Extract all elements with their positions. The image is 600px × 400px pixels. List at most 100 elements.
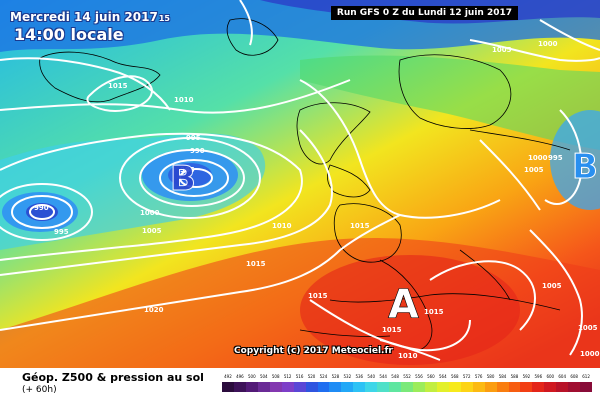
scale-tick-label: 560 [427, 374, 435, 379]
scale-color-swatch [233, 382, 246, 392]
isobar-label: 1015 [424, 308, 444, 316]
map-canvas: 1000 1005 1015 1010 995 990 985 990 995 … [0, 0, 600, 368]
isobar-label: 1010 [398, 352, 418, 360]
scale-color-swatch [472, 382, 485, 392]
scale-color-swatch [389, 382, 402, 392]
scale-color-swatch [580, 382, 593, 392]
isobar-label: 1005 [492, 46, 512, 54]
isobar-label: 1015 [350, 222, 370, 230]
isobar-label: 1015 [108, 82, 128, 90]
isobar-label: 985 [180, 166, 195, 174]
scale-tick-label: 576 [474, 374, 483, 379]
scale-tick-label: 564 [439, 374, 447, 379]
scale-color-swatch [496, 382, 509, 392]
scale-tick-label: 516 [295, 374, 304, 379]
scale-color-swatch [305, 382, 318, 392]
low-core-east [550, 110, 600, 210]
color-scale-bar [222, 382, 593, 392]
scale-tick-label: 536 [355, 374, 364, 379]
scale-color-swatch [269, 382, 282, 392]
forecast-date-suffix: 15 [158, 14, 170, 23]
isobar-label: 990 [190, 147, 205, 155]
scale-color-swatch [520, 382, 533, 392]
scale-tick-label: 584 [498, 374, 507, 379]
scale-tick-label: 552 [403, 374, 411, 379]
scale-color-swatch [508, 382, 521, 392]
scale-tick-label: 572 [462, 374, 471, 379]
scale-tick-label: 496 [236, 374, 244, 379]
scale-color-swatch [448, 382, 461, 392]
scale-color-swatch [341, 382, 354, 392]
scale-tick-label: 508 [271, 374, 280, 379]
scale-tick-label: 592 [522, 374, 531, 379]
isobar-label: 1015 [246, 260, 266, 268]
scale-color-swatch [257, 382, 270, 392]
isobar-label: 995 [186, 134, 201, 142]
isobar-label: 1000 [528, 154, 548, 162]
scale-color-swatch [568, 382, 581, 392]
isobar-label: 1005 [142, 227, 162, 235]
scale-color-swatch [353, 382, 366, 392]
scale-tick-label: 528 [331, 374, 340, 379]
scale-color-swatch [424, 382, 437, 392]
high-pressure-letter: A [388, 282, 419, 328]
scale-color-swatch [281, 382, 294, 392]
coastlines [39, 18, 571, 351]
isobar-label: 990 [34, 204, 49, 212]
copyright-text: Copyright (c) 2017 Meteociel.fr [234, 346, 393, 356]
isobars [0, 0, 600, 360]
scale-color-swatch [556, 382, 569, 392]
legend-subtitle: (+ 60h) [22, 385, 57, 395]
scale-color-swatch [544, 382, 557, 392]
scale-color-swatch [329, 382, 342, 392]
scale-color-swatch [532, 382, 545, 392]
low-pressure-letter: B [572, 147, 598, 187]
isobar-label: 1000 [580, 350, 600, 358]
isobar-label: 1005 [524, 166, 544, 174]
isobar-label: 1015 [382, 326, 402, 334]
legend-footer: Géop. Z500 & pression au sol (+ 60h) 492… [0, 368, 600, 400]
scale-tick-label: 612 [582, 374, 590, 379]
isobar-label: 1015 [308, 292, 328, 300]
isobar-labels: 1000 1005 1015 1010 995 990 985 990 995 … [34, 40, 600, 360]
scale-tick-label: 600 [546, 374, 555, 379]
scale-color-swatch [460, 382, 473, 392]
scale-color-swatch [401, 382, 413, 392]
isobar-label: 1000 [140, 209, 160, 217]
legend-title: Géop. Z500 & pression au sol [22, 371, 204, 384]
scale-tick-label: 492 [224, 374, 232, 379]
weather-map: 1000 1005 1015 1010 995 990 985 990 995 … [0, 0, 600, 368]
scale-tick-label: 512 [283, 374, 292, 379]
scale-color-swatch [365, 382, 378, 392]
scale-tick-label: 596 [534, 374, 543, 379]
scale-tick-label: 604 [558, 374, 567, 379]
isobar-label: 1005 [542, 282, 562, 290]
forecast-local-time: 14:00 locale [14, 25, 124, 44]
low-pressure-letter: B [170, 159, 196, 199]
scale-color-swatch [245, 382, 258, 392]
scale-color-swatch [317, 382, 330, 392]
scale-tick-label: 588 [510, 374, 519, 379]
isobar-label: 1020 [144, 306, 164, 314]
scale-tick-label: 524 [319, 374, 328, 379]
scale-tick-label: 504 [259, 374, 268, 379]
forecast-date: Mercredi 14 juin 201715 [10, 10, 170, 24]
high-core [300, 255, 520, 365]
isobar-label: 1010 [174, 96, 194, 104]
scale-tick-label: 520 [307, 374, 316, 379]
isobar-label: 995 [548, 154, 563, 162]
color-scale: 492 496 500 504 508 512 516 520 524 528 532 536 540 5… [222, 372, 593, 398]
scale-tick-label: 540 [367, 374, 376, 379]
scale-color-swatch [222, 382, 234, 392]
isobar-label: 995 [54, 228, 69, 236]
scale-tick-label: 532 [343, 374, 352, 379]
isobar-label: 1010 [272, 222, 292, 230]
scale-color-swatch [436, 382, 449, 392]
scale-color-swatch [413, 382, 425, 392]
isobar-label: 1000 [538, 40, 558, 48]
scale-color-swatch [484, 382, 497, 392]
color-scale-labels: 492 496 500 504 508 512 516 520 524 528 532 536 540 5… [222, 372, 592, 381]
scale-tick-label: 544 [379, 374, 387, 379]
scale-tick-label: 556 [415, 374, 423, 379]
forecast-date-text: Mercredi 14 juin 2017 [10, 10, 158, 24]
